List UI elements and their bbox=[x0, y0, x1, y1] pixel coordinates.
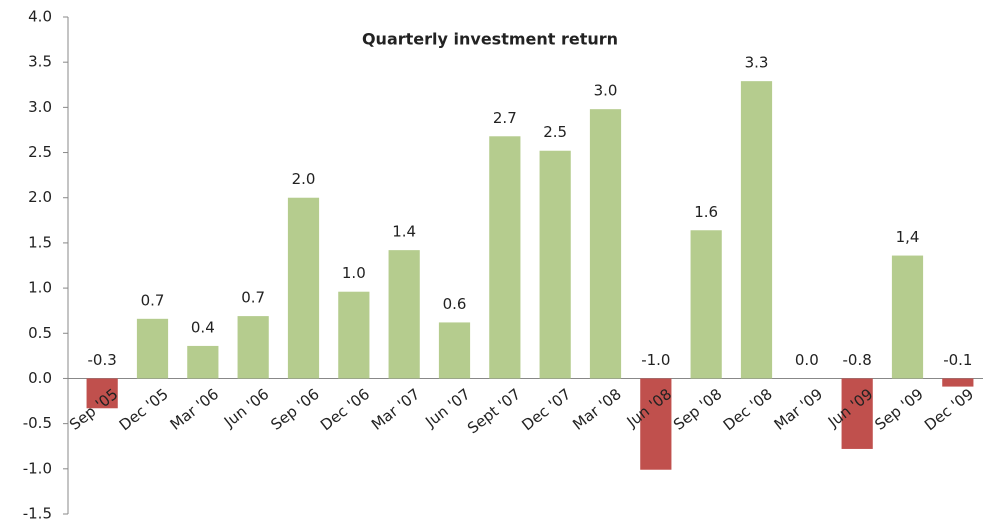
y-tick-label: -0.5 bbox=[23, 414, 52, 432]
y-tick-label: 3.0 bbox=[28, 98, 52, 116]
x-tick-label: Sep '08 bbox=[670, 385, 725, 434]
bar bbox=[438, 322, 471, 379]
y-tick-label: 2.5 bbox=[28, 143, 52, 161]
data-label: 1.6 bbox=[694, 203, 718, 221]
x-tick-label: Sep '09 bbox=[871, 385, 926, 434]
data-label: 3.0 bbox=[594, 82, 618, 100]
bar bbox=[891, 255, 924, 379]
data-label: 2.7 bbox=[493, 109, 517, 127]
data-label: 0.7 bbox=[141, 291, 165, 309]
bar bbox=[740, 81, 773, 379]
data-label: 0.6 bbox=[443, 295, 467, 313]
bar bbox=[539, 150, 571, 379]
data-label: 1.4 bbox=[392, 223, 416, 241]
y-tick-label: 1.0 bbox=[28, 279, 52, 297]
x-tick-label: Mar '08 bbox=[569, 385, 624, 434]
data-label: 1,4 bbox=[896, 228, 920, 246]
x-tick-label: Mar '06 bbox=[167, 385, 222, 434]
bar bbox=[489, 136, 521, 379]
data-label: -1.0 bbox=[641, 351, 670, 369]
x-tick-label: Dec '09 bbox=[921, 385, 977, 434]
bar bbox=[841, 378, 873, 449]
bar bbox=[690, 230, 722, 379]
bar bbox=[338, 291, 370, 379]
bar bbox=[187, 345, 219, 379]
x-tick-label: Sep '06 bbox=[267, 385, 322, 434]
bar bbox=[237, 316, 269, 379]
x-tick-label: Mar '07 bbox=[368, 385, 423, 434]
data-label: 0.0 bbox=[795, 351, 819, 369]
x-tick-label: Mar '09 bbox=[771, 385, 826, 434]
x-tick-label: Dec '07 bbox=[518, 385, 574, 434]
y-tick-label: 3.5 bbox=[28, 53, 52, 71]
x-tick-label: Dec '06 bbox=[317, 385, 373, 434]
y-tick-label: -1.5 bbox=[23, 505, 52, 521]
data-label: 3.3 bbox=[745, 54, 769, 72]
bar bbox=[640, 378, 672, 470]
x-tick-label: Sept '07 bbox=[464, 385, 524, 437]
bar bbox=[589, 109, 622, 379]
bar bbox=[388, 250, 420, 379]
data-label: -0.1 bbox=[943, 351, 972, 369]
data-label: 2.0 bbox=[292, 170, 316, 188]
y-tick-label: 0.5 bbox=[28, 324, 52, 342]
y-tick-label: 0.0 bbox=[28, 369, 52, 387]
data-label: -0.3 bbox=[88, 351, 117, 369]
bar bbox=[287, 197, 320, 379]
data-label: 2.5 bbox=[543, 123, 567, 141]
x-tick-label: Dec '05 bbox=[116, 385, 172, 434]
y-tick-label: -1.0 bbox=[23, 459, 52, 477]
data-label: 1.0 bbox=[342, 264, 366, 282]
chart-title: Quarterly investment return bbox=[362, 30, 618, 49]
y-tick-label: 1.5 bbox=[28, 233, 52, 251]
bar bbox=[942, 378, 974, 387]
x-tick-label: Dec '08 bbox=[720, 385, 776, 434]
data-label: 0.4 bbox=[191, 318, 215, 336]
y-tick-label: 2.0 bbox=[28, 188, 52, 206]
y-tick-label: 4.0 bbox=[28, 8, 52, 26]
data-label: 0.7 bbox=[241, 289, 265, 307]
bar bbox=[136, 318, 169, 379]
bar bbox=[86, 378, 118, 409]
x-tick-label: Jun '06 bbox=[220, 385, 272, 431]
data-label: -0.8 bbox=[843, 351, 872, 369]
